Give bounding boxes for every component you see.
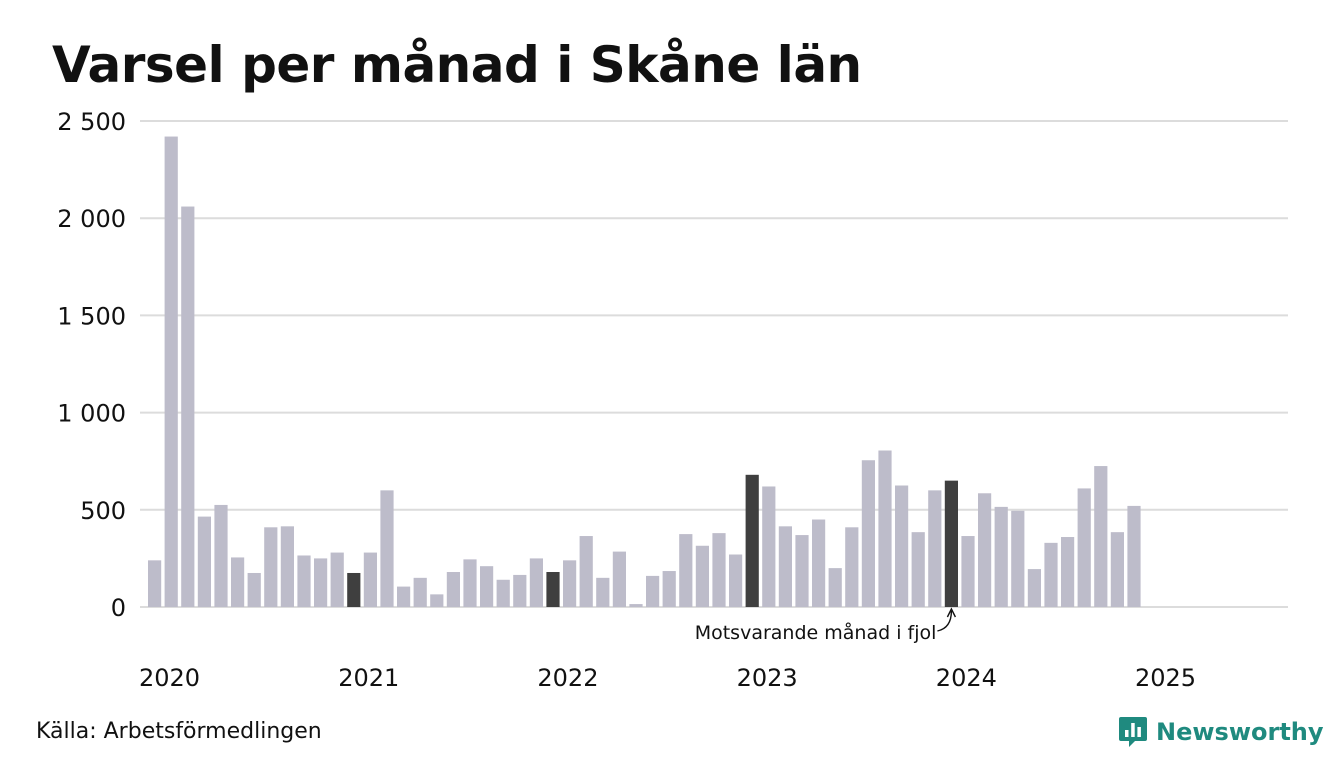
annotations: Motsvarande månad i fjol (695, 607, 957, 644)
bar (679, 534, 693, 607)
bar (247, 572, 261, 607)
x-tick-label: 2024 (936, 664, 997, 692)
bar-same-month (944, 480, 958, 607)
bar (579, 536, 593, 607)
bar (380, 490, 394, 607)
bar (231, 557, 245, 607)
bar (812, 519, 826, 607)
brand-logo[interactable]: Newsworthy (1118, 714, 1324, 750)
bar (828, 568, 842, 607)
bar (363, 552, 377, 607)
bar (596, 577, 610, 607)
bar (197, 516, 211, 607)
bar (1127, 505, 1141, 607)
bar (961, 536, 975, 607)
bar (480, 566, 494, 607)
bar (994, 506, 1008, 607)
chart-title: Varsel per månad i Skåne län (52, 36, 862, 94)
bar (662, 571, 676, 607)
x-axis-labels: 2020 2021 2022 2023 2024 2025 (139, 664, 1196, 692)
y-tick-label: 500 (80, 497, 126, 525)
bar (928, 490, 942, 607)
x-tick-label: 2025 (1135, 664, 1196, 692)
bar (264, 527, 278, 607)
bar-same-month (546, 572, 560, 607)
bar (330, 552, 344, 607)
y-tick-label: 1 500 (57, 302, 126, 330)
x-tick-label: 2023 (737, 664, 798, 692)
bar (1027, 569, 1041, 607)
bar (646, 575, 660, 607)
bar (1110, 532, 1124, 607)
bar (496, 579, 510, 607)
bar (629, 604, 643, 607)
bar (214, 504, 228, 607)
bar (148, 560, 162, 607)
bar (446, 572, 460, 607)
last-year-annotation: Motsvarande månad i fjol (695, 621, 937, 644)
bar (529, 558, 543, 607)
y-tick-label: 2 500 (57, 108, 126, 136)
bar (563, 560, 577, 607)
newsworthy-logo-icon (1119, 717, 1147, 747)
y-tick-label: 2 000 (57, 205, 126, 233)
bar (878, 450, 892, 607)
bar (1044, 542, 1058, 607)
y-tick-label: 1 000 (57, 400, 126, 428)
bar (712, 533, 726, 607)
bar (911, 532, 925, 607)
x-tick-label: 2020 (139, 664, 200, 692)
bar (861, 460, 875, 607)
bar (280, 526, 294, 607)
arrow-head (946, 607, 957, 618)
bar (1077, 488, 1091, 607)
bar (695, 545, 709, 607)
bar (895, 485, 909, 607)
bar (413, 577, 427, 607)
bar-same-month (347, 572, 361, 607)
bar (729, 554, 743, 607)
bar (845, 527, 859, 607)
source-note: Källa: Arbetsförmedlingen (36, 719, 322, 744)
bar (795, 535, 809, 607)
y-tick-label: 0 (111, 594, 126, 622)
bar (164, 136, 178, 608)
y-axis-labels: 0 500 1 000 1 500 2 000 2 500 (57, 108, 126, 622)
bar (397, 586, 411, 607)
bar (778, 526, 792, 607)
annotation-arrow (937, 610, 953, 632)
bar (297, 555, 311, 607)
bar (1061, 537, 1075, 607)
bar (513, 574, 527, 607)
bar-same-month (745, 474, 759, 607)
bar (181, 206, 195, 608)
bar (1011, 510, 1025, 607)
bar (762, 486, 776, 607)
brand-name: Newsworthy (1156, 718, 1324, 746)
x-tick-label: 2022 (537, 664, 598, 692)
bar (612, 551, 626, 607)
bar (1094, 466, 1108, 607)
bar (978, 493, 992, 607)
bars (148, 136, 1141, 608)
bar (463, 559, 477, 607)
bar (430, 594, 444, 607)
bar (314, 558, 328, 607)
x-tick-label: 2021 (338, 664, 399, 692)
